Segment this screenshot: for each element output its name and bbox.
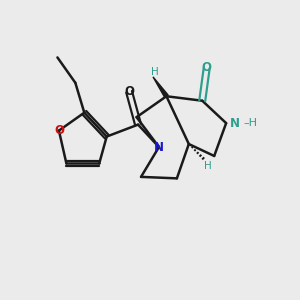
Text: H: H (204, 160, 212, 170)
Text: H: H (151, 68, 158, 77)
Text: O: O (54, 124, 64, 137)
Text: N: N (154, 140, 164, 154)
Text: –H: –H (244, 118, 258, 128)
Text: N: N (230, 117, 239, 130)
Polygon shape (153, 77, 168, 98)
Text: O: O (124, 85, 134, 98)
Text: O: O (202, 61, 212, 74)
